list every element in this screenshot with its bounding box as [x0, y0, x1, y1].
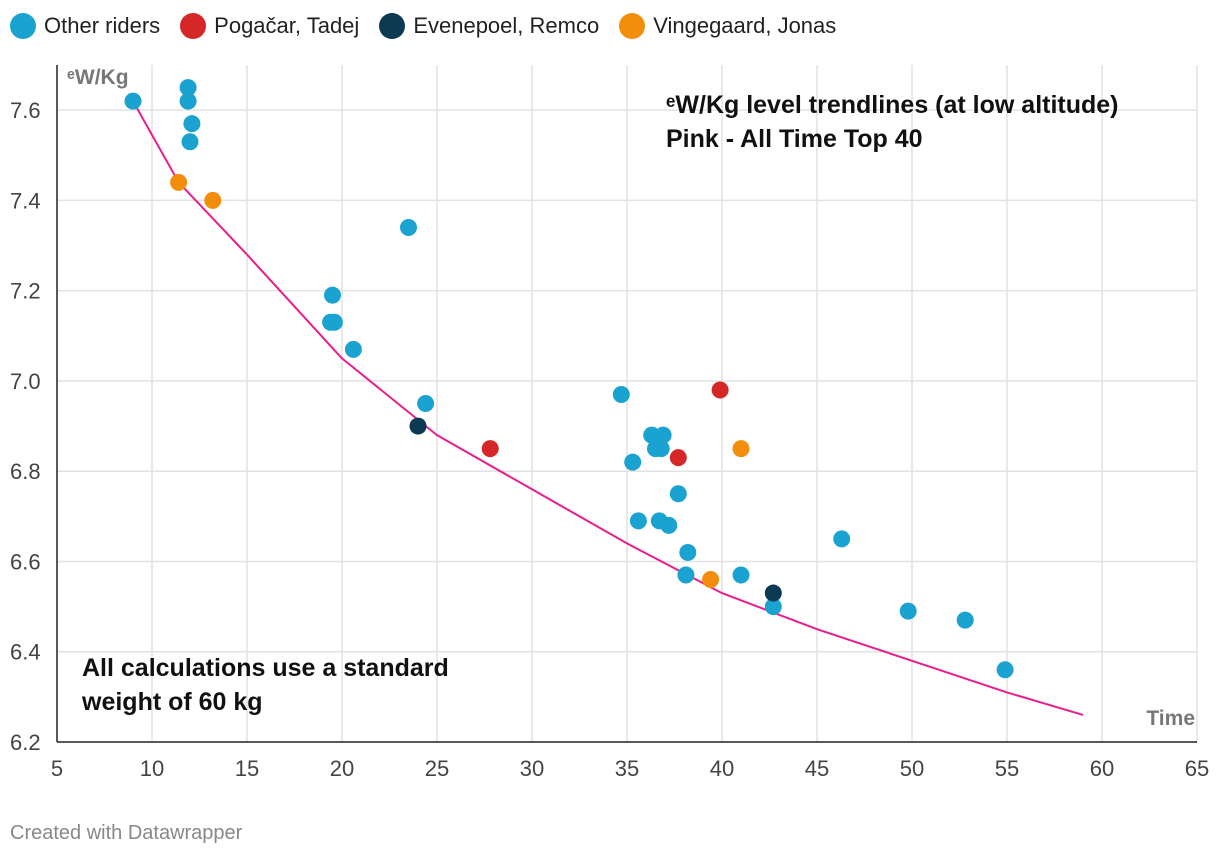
point-other-riders[interactable]: [677, 566, 695, 584]
x-tick-label: 30: [520, 756, 544, 781]
point-other-riders[interactable]: [179, 92, 197, 110]
x-tick-label: 65: [1185, 756, 1209, 781]
legend-label-pogacar: Pogačar, Tadej: [214, 13, 360, 38]
point-other-riders[interactable]: [324, 286, 341, 304]
legend-item-other-riders[interactable]: Other riders: [10, 13, 160, 39]
point-other-riders[interactable]: [400, 218, 417, 236]
point-other-riders[interactable]: [417, 395, 435, 412]
legend-swatch-evenepoel: [379, 13, 406, 39]
x-tick-label: 5: [51, 756, 63, 781]
legend-swatch-vingegaard: [619, 13, 646, 39]
legend-item-pogacar[interactable]: Pogačar, Tadej: [180, 13, 359, 39]
data-points: [124, 79, 1014, 679]
point-other-riders[interactable]: [679, 543, 697, 561]
x-tick-label: 60: [1090, 756, 1114, 781]
x-tick-label: 25: [425, 756, 449, 781]
legend: Other riders Pogačar, Tadej Evenepoel, R…: [10, 10, 856, 42]
annotation-weight-note-line1: All calculations use a standard: [82, 654, 449, 682]
y-tick-label: 7.2: [10, 279, 41, 304]
x-tick-label: 55: [995, 756, 1019, 781]
legend-item-vingegaard[interactable]: Vingegaard, Jonas: [619, 13, 836, 39]
point-other-riders[interactable]: [325, 313, 343, 331]
x-tick-label: 20: [330, 756, 354, 781]
point-other-riders[interactable]: [124, 92, 142, 110]
y-tick-label: 7.6: [10, 98, 41, 123]
point-vingegaard-jonas[interactable]: [204, 191, 222, 209]
axes: 5 10 15 20 25 30 35 40 45 50 55 60 65 6.2 6.4 6.6 6.8 7.0…: [10, 65, 1209, 781]
y-tick-label: 7.4: [10, 188, 41, 213]
point-evenepoel-remco[interactable]: [764, 584, 782, 602]
legend-swatch-pogacar: [180, 13, 207, 39]
annotation-trendline-title: ᵉW/Kg level trendlines (at low altitude): [666, 91, 1119, 119]
point-other-riders[interactable]: [833, 530, 851, 548]
y-axis-title: ᵉW/Kg: [67, 66, 129, 89]
x-tick-label: 45: [805, 756, 829, 781]
y-tick-label: 6.6: [10, 549, 41, 574]
point-vingegaard-jonas[interactable]: [702, 571, 720, 589]
annotation-weight-note-line2: weight of 60 kg: [81, 688, 263, 716]
x-tick-label: 35: [615, 756, 639, 781]
point-other-riders[interactable]: [660, 516, 678, 534]
y-tick-label: 6.8: [10, 459, 41, 484]
point-poga-ar-tadej[interactable]: [711, 381, 729, 399]
legend-label-other-riders: Other riders: [44, 13, 161, 38]
point-other-riders[interactable]: [956, 611, 974, 629]
credit-text: Created with Datawrapper: [10, 822, 243, 844]
x-tick-label: 15: [235, 756, 259, 781]
point-other-riders[interactable]: [654, 426, 672, 444]
point-other-riders[interactable]: [669, 485, 687, 503]
point-other-riders[interactable]: [344, 340, 362, 358]
x-tick-label: 40: [710, 756, 734, 781]
point-other-riders[interactable]: [624, 453, 642, 471]
point-poga-ar-tadej[interactable]: [669, 449, 687, 467]
point-evenepoel-remco[interactable]: [409, 417, 427, 435]
point-other-riders[interactable]: [899, 602, 917, 620]
trendline-top-40: [132, 100, 1084, 716]
x-tick-label: 10: [140, 756, 164, 781]
grid: [57, 65, 1198, 742]
annotation-trendline-subtitle: Pink - All Time Top 40: [666, 125, 923, 153]
x-axis-title: Time: [1146, 707, 1195, 730]
point-other-riders[interactable]: [652, 440, 670, 458]
point-other-riders[interactable]: [181, 133, 199, 151]
point-other-riders[interactable]: [732, 566, 750, 584]
trendline-layer: [132, 100, 1084, 716]
legend-item-evenepoel[interactable]: Evenepoel, Remco: [379, 13, 599, 39]
point-vingegaard-jonas[interactable]: [732, 440, 750, 458]
legend-label-evenepoel: Evenepoel, Remco: [413, 13, 600, 38]
x-tick-label: 50: [900, 756, 924, 781]
legend-swatch-other-riders: [10, 13, 36, 39]
point-other-riders[interactable]: [764, 598, 782, 616]
point-other-riders[interactable]: [629, 512, 647, 530]
y-tick-label: 6.2: [10, 730, 41, 755]
point-vingegaard-jonas[interactable]: [170, 173, 188, 191]
point-other-riders[interactable]: [179, 79, 197, 97]
y-tick-label: 7.0: [10, 369, 41, 394]
point-other-riders[interactable]: [996, 661, 1014, 679]
point-poga-ar-tadej[interactable]: [481, 440, 499, 458]
point-other-riders[interactable]: [612, 385, 630, 403]
y-tick-label: 6.4: [10, 640, 41, 665]
point-other-riders[interactable]: [183, 115, 201, 133]
legend-label-vingegaard: Vingegaard, Jonas: [653, 13, 837, 38]
